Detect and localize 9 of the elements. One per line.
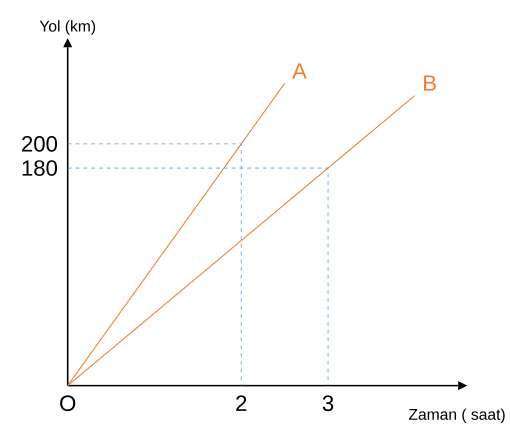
x-tick-label: 2	[236, 395, 246, 411]
x-axis-title: Zaman ( saat)	[408, 408, 505, 423]
y-axis-title: Yol (km)	[40, 20, 96, 35]
x-tick-label: O	[60, 395, 76, 411]
series-label: A	[292, 63, 307, 78]
series-label: B	[424, 75, 436, 90]
y-tick-label: 200	[22, 136, 58, 152]
x-tick-label: 3	[322, 395, 334, 411]
y-tick-label: 180	[22, 160, 58, 176]
